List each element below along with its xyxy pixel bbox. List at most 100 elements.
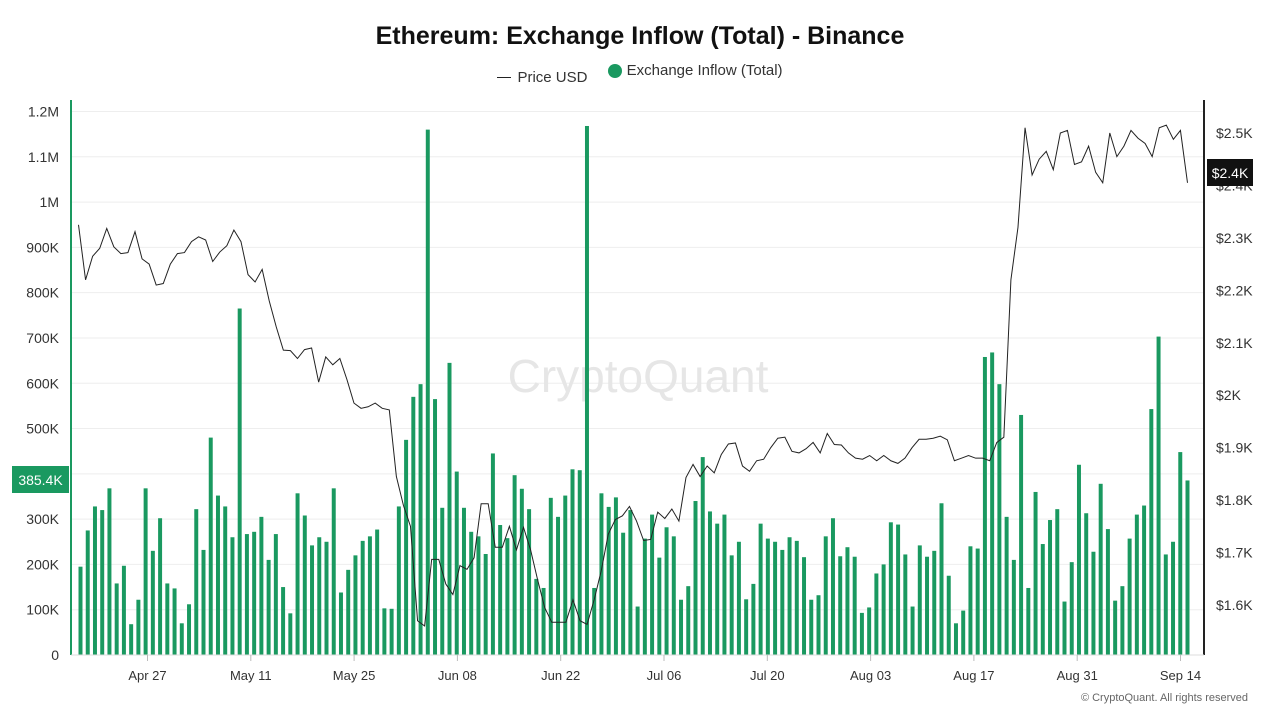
inflow-bar (461, 507, 466, 655)
left-tick-label: 1.1M (28, 149, 59, 165)
left-tick-label: 800K (26, 285, 59, 301)
inflow-bar (338, 592, 343, 655)
watermark: CryptoQuant (508, 350, 769, 402)
inflow-bar (1098, 483, 1103, 655)
inflow-bar (548, 497, 553, 655)
inflow-bar (143, 488, 148, 655)
inflow-bar (758, 523, 763, 655)
inflow-bar (1069, 562, 1074, 655)
inflow-bar (244, 534, 249, 655)
inflow-bar (534, 578, 539, 655)
left-tick-label: 500K (26, 421, 59, 437)
price-line (78, 124, 1188, 627)
inflow-bar (469, 531, 474, 655)
inflow-bar (505, 538, 510, 655)
inflow-bar (187, 604, 192, 655)
inflow-bar (852, 556, 857, 655)
inflow-bar (527, 509, 532, 655)
inflow-bar (1127, 538, 1132, 655)
inflow-bar (1026, 587, 1031, 655)
left-tick-label: 600K (26, 375, 59, 391)
inflow-bar (165, 583, 170, 655)
legend: Price USD Exchange Inflow (Total) (0, 62, 1280, 86)
legend-dot-swatch (607, 63, 622, 78)
inflow-bar (925, 556, 930, 655)
inflow-bar (736, 541, 741, 655)
inflow-bar (382, 608, 387, 655)
x-tick-label: May 11 (230, 668, 272, 683)
inflow-bar (440, 507, 445, 655)
inflow-bar (360, 540, 365, 655)
inflow-bar (310, 545, 315, 655)
inflow-bar (968, 546, 973, 655)
inflow-bar (570, 469, 575, 655)
right-tick-label: $2.2K (1216, 282, 1253, 298)
x-tick-label: Sep 14 (1160, 668, 1201, 683)
inflow-bar (1156, 336, 1161, 655)
inflow-bar (317, 537, 322, 655)
inflow-bar (982, 356, 987, 655)
inflow-bar (715, 523, 720, 655)
inflow-bar (650, 514, 655, 655)
x-tick-label: Jun 08 (438, 668, 477, 683)
legend-item-price[interactable]: Price USD (497, 69, 587, 86)
inflow-bar (613, 497, 618, 655)
inflow-bar (1171, 541, 1176, 655)
inflow-bar (1120, 586, 1125, 655)
inflow-bar (845, 547, 850, 655)
inflow-bar (1091, 551, 1096, 655)
inflow-bar (765, 538, 770, 655)
left-tick-label: 200K (26, 556, 59, 572)
inflow-bar (1019, 414, 1024, 655)
inflow-bar (324, 541, 329, 655)
inflow-bar (179, 623, 184, 655)
right-tick-label: $2.3K (1216, 230, 1253, 246)
inflow-bar (744, 599, 749, 655)
inflow-bar (686, 586, 691, 655)
inflow-bar (896, 524, 901, 655)
inflow-bar (194, 509, 199, 655)
x-axis-ticks: Apr 27 May 11 May 25 Jun 08 Jun 22 Jul 06 Jul … (128, 655, 1201, 683)
inflow-bar (990, 352, 995, 655)
inflow-bar (433, 399, 438, 655)
inflow-bar (483, 554, 488, 655)
inflow-bar (773, 541, 778, 655)
left-tick-label: 1.2M (28, 104, 59, 120)
legend-item-inflow[interactable]: Exchange Inflow (Total) (607, 62, 783, 79)
inflow-bar (476, 536, 481, 655)
inflow-bar (136, 599, 141, 655)
inflow-bar (664, 527, 669, 655)
inflow-bar (281, 587, 286, 655)
right-tick-label: $2.1K (1216, 335, 1253, 351)
inflow-bar (1178, 452, 1183, 655)
inflow-bar (129, 624, 134, 655)
x-tick-label: Jul 06 (647, 668, 682, 683)
right-tick-label: $1.9K (1216, 440, 1253, 456)
inflow-bar (621, 532, 626, 655)
inflow-bar (1142, 505, 1147, 655)
inflow-bar (563, 495, 568, 655)
inflow-bar (729, 555, 734, 655)
inflow-bar (809, 599, 814, 655)
inflow-bar (707, 511, 712, 655)
inflow-bar (1076, 464, 1081, 655)
inflow-bar (498, 525, 503, 655)
inflow-bar (1062, 601, 1067, 655)
inflow-bar (1033, 491, 1038, 655)
inflow-bar (888, 522, 893, 655)
x-tick-label: Jul 20 (750, 668, 785, 683)
x-tick-label: Apr 27 (128, 668, 166, 683)
x-tick-label: Aug 03 (850, 668, 891, 683)
inflow-bar (700, 457, 705, 655)
inflow-bar (997, 384, 1002, 655)
inflow-bar (823, 536, 828, 655)
inflow-bar (577, 470, 582, 655)
inflow-bar (541, 587, 546, 655)
inflow-bar (635, 606, 640, 655)
inflow-bar (208, 437, 213, 655)
inflow-bar (1113, 600, 1118, 655)
x-tick-label: May 25 (333, 668, 376, 683)
legend-label-inflow: Exchange Inflow (Total) (626, 62, 783, 79)
inflow-bar (454, 471, 459, 655)
inflow-bar (1163, 554, 1168, 655)
